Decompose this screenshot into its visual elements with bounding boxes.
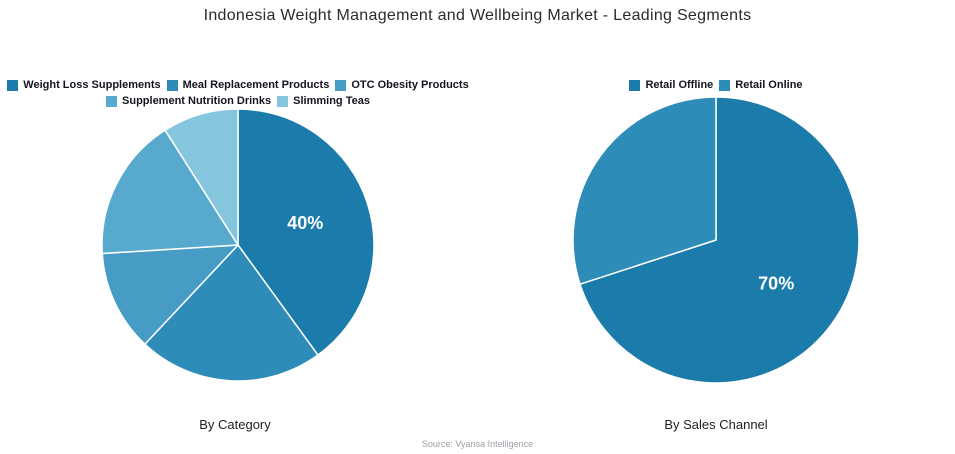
legend-label: Meal Replacement Products — [182, 79, 330, 91]
legend-swatch-otc-obesity-products — [335, 79, 347, 91]
legend-label: Slimming Teas — [293, 95, 370, 107]
pie-slice-weight-loss-supplements — [237, 108, 375, 356]
legend-item-weight-loss-supplements: Weight Loss Supplements — [7, 78, 161, 92]
pie-slice-slimming-teas — [164, 108, 239, 246]
legend-item-otc-obesity-products: OTC Obesity Products — [335, 78, 469, 92]
sales-channel-pie-legend: Retail Offline Retail Online — [566, 78, 866, 92]
pie-slice-retail-offline — [579, 96, 860, 384]
category-pie-chart: 40% — [101, 108, 375, 382]
legend-label: Weight Loss Supplements — [23, 79, 161, 91]
legend-swatch-retail-offline — [629, 79, 641, 91]
legend-swatch-slimming-teas — [277, 95, 289, 107]
legend-swatch-meal-replacement-products — [166, 79, 178, 91]
legend-item-slimming-teas: Slimming Teas — [277, 94, 370, 108]
pie-slice-retail-online — [572, 96, 717, 285]
legend-swatch-retail-online — [719, 79, 731, 91]
legend-label: Retail Online — [735, 79, 803, 91]
source-attribution: Source: Vyansa Intelligence — [421, 439, 534, 449]
legend-swatch-supplement-nutrition-drinks — [106, 95, 118, 107]
figure-title: Indonesia Weight Management and Wellbein… — [203, 7, 752, 24]
legend-item-meal-replacement-products: Meal Replacement Products — [166, 78, 330, 92]
category-pie-legend: Weight Loss Supplements Meal Replacement … — [3, 78, 473, 108]
pie-slice-meal-replacement-products — [144, 244, 319, 382]
legend-label: Retail Offline — [645, 79, 714, 91]
pie-data-label-weight-loss-supplements: 40% — [287, 213, 323, 233]
pie-slice-supplement-nutrition-drinks — [101, 129, 239, 255]
legend-swatch-weight-loss-supplements — [7, 79, 19, 91]
legend-item-retail-offline: Retail Offline — [629, 78, 713, 92]
pie-data-label-retail-offline: 70% — [758, 274, 794, 294]
category-pie-caption: By Category — [199, 417, 271, 432]
legend-label: Supplement Nutrition Drinks — [122, 95, 272, 107]
sales-channel-pie-chart: 70% — [572, 96, 860, 384]
pie-slice-otc-obesity-products — [101, 244, 239, 345]
legend-item-supplement-nutrition-drinks: Supplement Nutrition Drinks — [106, 94, 271, 108]
legend-item-retail-online: Retail Online — [719, 78, 803, 92]
sales-channel-pie-caption: By Sales Channel — [664, 417, 768, 432]
legend-label: OTC Obesity Products — [351, 79, 469, 91]
